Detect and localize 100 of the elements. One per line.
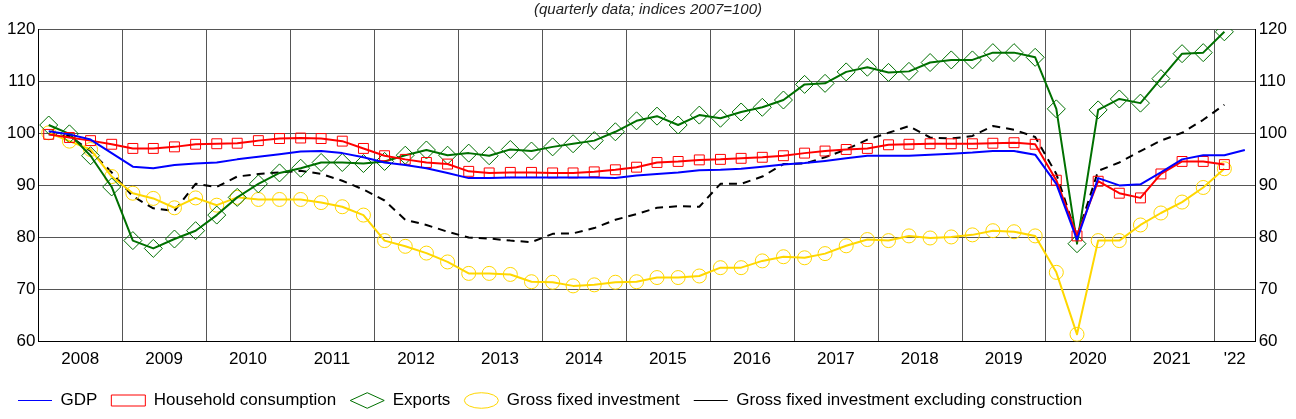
legend-label: GDP: [60, 390, 98, 410]
point: [983, 43, 1003, 63]
point: [881, 233, 896, 249]
point: [1155, 168, 1167, 180]
point: [945, 138, 957, 150]
point: [777, 150, 789, 162]
point: [481, 265, 497, 281]
point: [567, 167, 579, 179]
point: [1025, 47, 1045, 67]
point: [1130, 93, 1150, 113]
point: [336, 135, 348, 147]
point: [104, 169, 120, 185]
point: [209, 197, 225, 213]
point: [756, 151, 768, 163]
point: [461, 265, 477, 281]
point: [840, 144, 852, 155]
point: [250, 191, 266, 207]
legend-label: Gross fixed investment excluding construction: [736, 390, 1083, 410]
point: [1008, 137, 1020, 149]
point: [145, 190, 161, 206]
y-tick-label: 80: [16, 227, 36, 247]
point: [1216, 161, 1232, 177]
point: [190, 138, 202, 150]
point: [1172, 44, 1192, 64]
point: [188, 190, 204, 206]
point: [1048, 264, 1064, 280]
point: [922, 230, 938, 246]
point: [964, 227, 980, 243]
point: [59, 124, 79, 144]
x-tick-label: 2021: [1152, 349, 1191, 369]
point: [438, 145, 458, 165]
legend-label: Household consumption: [153, 390, 337, 410]
point: [689, 105, 709, 125]
point: [1050, 174, 1062, 186]
point: [295, 132, 307, 144]
point: [85, 135, 96, 147]
y-tick-label: 60: [16, 331, 36, 351]
point: [127, 142, 139, 154]
point: [293, 191, 309, 207]
point: [733, 260, 749, 276]
point: [857, 57, 877, 77]
x-tick-label: 2012: [397, 349, 435, 369]
point: [607, 274, 623, 290]
point: [799, 147, 811, 159]
point: [166, 200, 182, 216]
point: [879, 62, 898, 82]
point: [211, 138, 223, 150]
point: [985, 223, 1001, 239]
point: [1067, 234, 1087, 254]
point: [315, 133, 327, 144]
point: [715, 153, 726, 165]
x-tick-label: 2015: [648, 349, 687, 369]
point: [231, 137, 243, 149]
point: [859, 232, 875, 248]
point: [207, 205, 227, 225]
point: [899, 61, 919, 81]
point: [1071, 230, 1083, 242]
point: [1004, 43, 1024, 63]
point: [987, 137, 999, 149]
point: [353, 154, 373, 174]
point: [629, 274, 645, 290]
point: [883, 139, 894, 151]
y2-tick-label: 120: [1258, 18, 1288, 38]
point: [291, 158, 311, 178]
point: [169, 141, 180, 153]
point: [313, 195, 329, 211]
point: [440, 254, 456, 270]
point: [1176, 156, 1188, 167]
x-tick-label: 2019: [984, 349, 1023, 369]
y2-tick-label: 110: [1258, 70, 1286, 90]
x-tick-label: '22: [1223, 349, 1246, 369]
point: [252, 135, 264, 147]
x-tick-label: 2018: [900, 349, 939, 369]
point: [502, 266, 518, 282]
point: [712, 260, 728, 276]
point: [1153, 205, 1169, 221]
point: [147, 142, 159, 154]
point: [649, 270, 665, 286]
point: [332, 152, 352, 172]
point: [272, 191, 288, 207]
point: [459, 143, 479, 163]
x-tick-label: 2013: [481, 349, 519, 369]
point: [1193, 43, 1213, 63]
point: [731, 102, 751, 122]
point: [565, 278, 581, 294]
point: [815, 73, 835, 93]
point: [627, 111, 647, 131]
point: [334, 199, 350, 215]
y2-tick-label: 100: [1258, 123, 1288, 143]
point: [1029, 138, 1041, 150]
point: [1092, 175, 1104, 187]
point: [270, 163, 290, 183]
y-tick-label: 100: [6, 123, 36, 143]
point: [164, 229, 184, 249]
point: [106, 138, 118, 150]
point: [463, 165, 475, 177]
point: [861, 142, 873, 154]
point: [1197, 156, 1209, 167]
legend-label: Exports: [392, 390, 451, 410]
x-tick-label: 2020: [1068, 349, 1107, 369]
